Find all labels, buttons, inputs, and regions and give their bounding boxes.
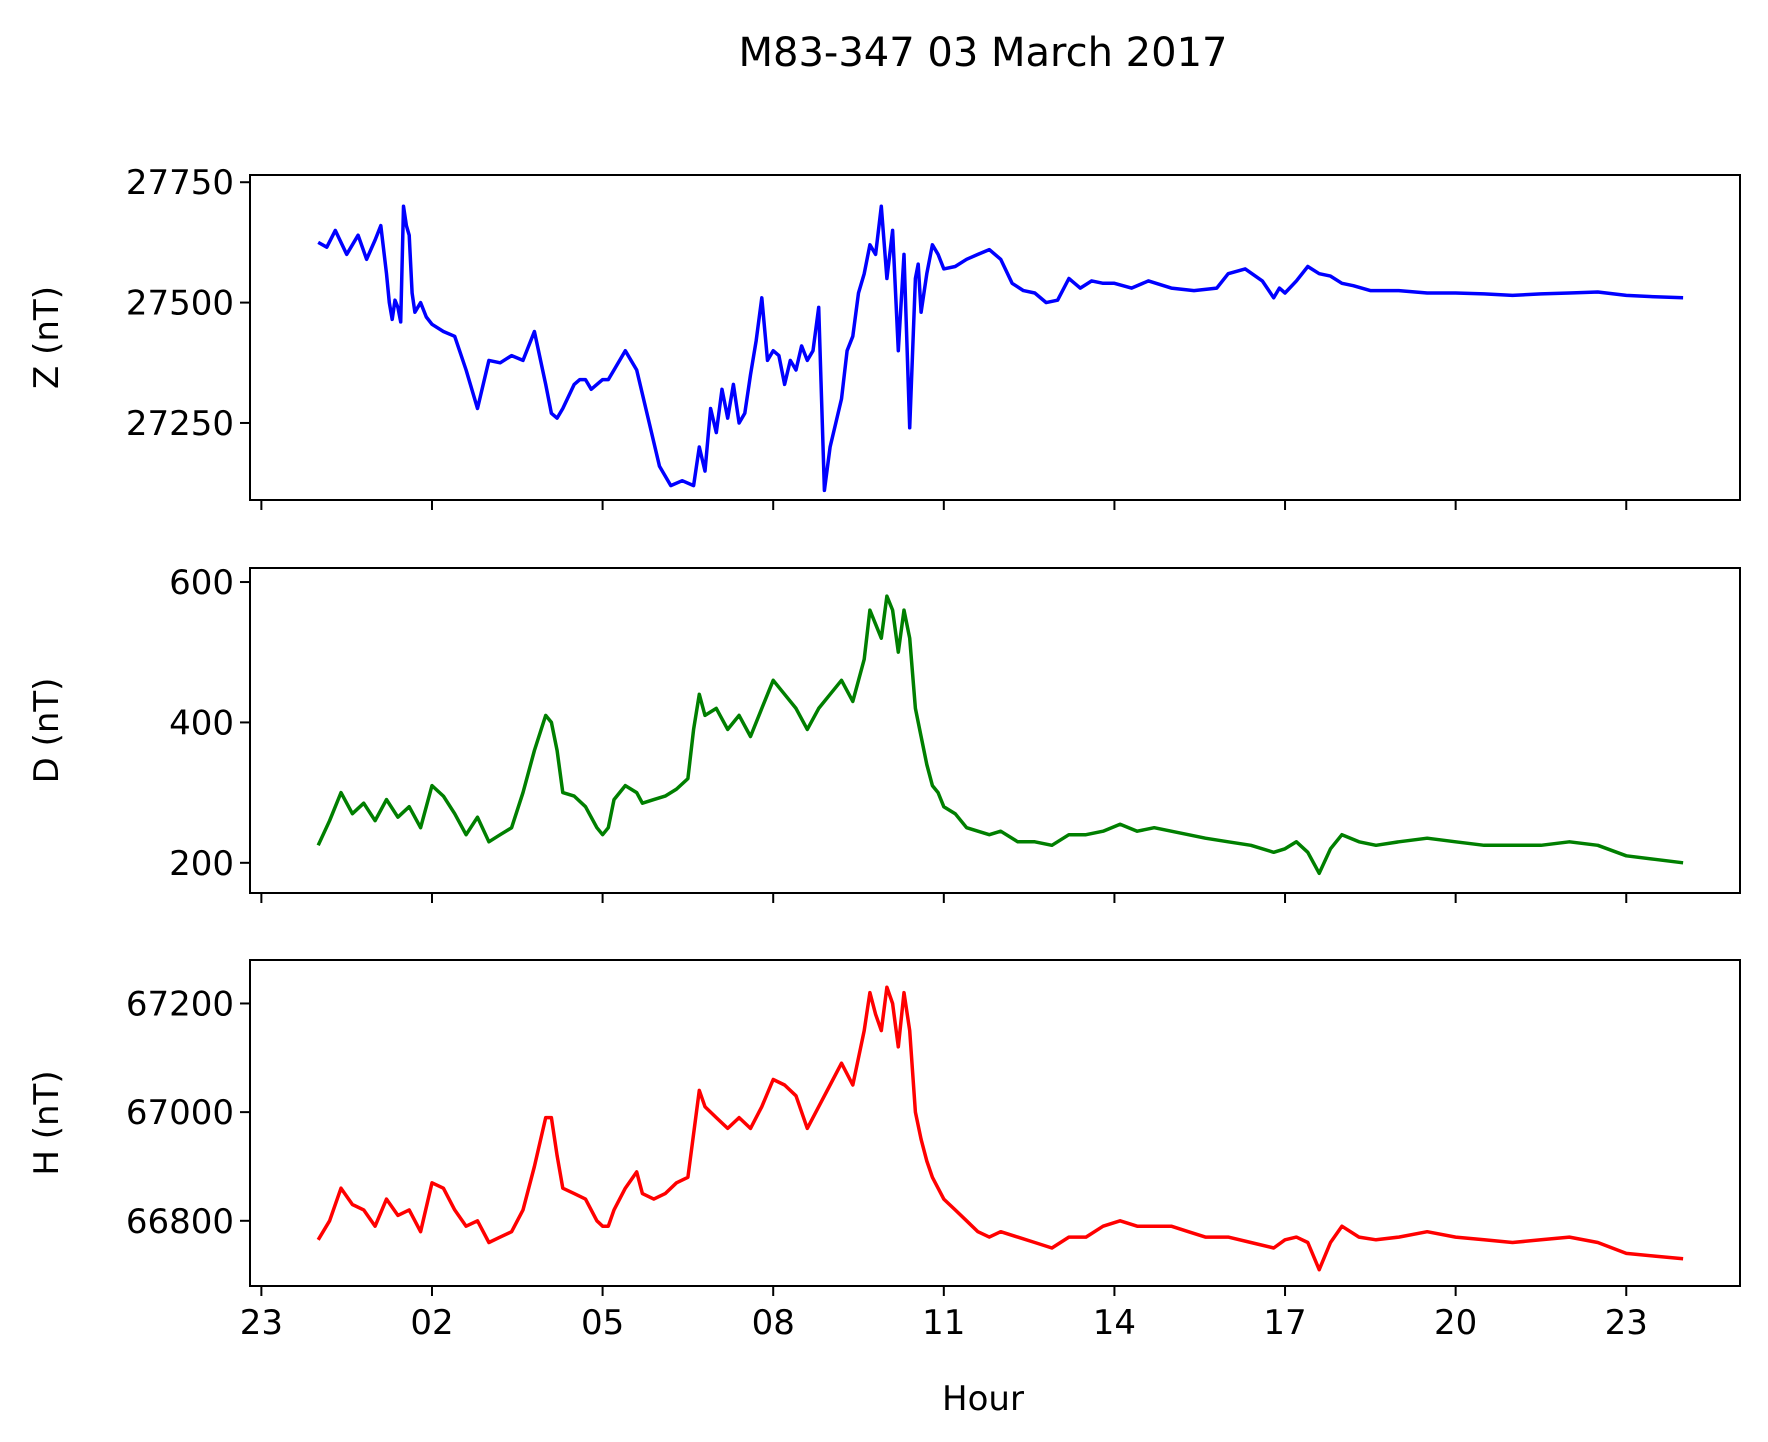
x-tick-label-5: 14 — [1093, 1303, 1136, 1343]
series-line-2 — [316, 985, 1684, 1272]
panel-1: 200 400 600 D (nT) — [27, 563, 1741, 903]
panel-2: 66800 67000 67200 23 02 05 08 11 14 17 20 23 H (nT) — [27, 959, 1741, 1343]
x-tick-label-0: 23 — [240, 1303, 283, 1343]
y-tick-label-2-1: 67000 — [126, 1093, 234, 1133]
x-tick-label-7: 20 — [1434, 1303, 1477, 1343]
y-tick-label-1-2: 600 — [169, 563, 234, 603]
x-tick-label-8: 23 — [1605, 1303, 1648, 1343]
chart-title: M83-347 03 March 2017 — [739, 30, 1228, 76]
y-tick-label-0-2: 27750 — [126, 163, 234, 203]
x-tick-label-2: 05 — [581, 1303, 624, 1343]
axes-frame-0 — [249, 174, 1741, 501]
panel-0: 27250 27500 27750 Z (nT) — [27, 163, 1741, 510]
y-axis-label-2: H (nT) — [27, 1070, 67, 1175]
y-tick-label-0-1: 27500 — [126, 284, 234, 324]
y-axis-label-1: D (nT) — [27, 678, 67, 784]
x-tick-label-1: 02 — [410, 1303, 453, 1343]
panels-group: 27250 27500 27750 Z (nT) 200 400 600 D (nT) 6680… — [27, 163, 1741, 1343]
y-tick-label-2-0: 66800 — [126, 1202, 234, 1242]
x-tick-label-6: 17 — [1263, 1303, 1306, 1343]
y-tick-label-1-0: 200 — [169, 844, 234, 884]
y-axis-label-0: Z (nT) — [27, 286, 67, 389]
y-tick-label-0-0: 27250 — [126, 404, 234, 444]
axes-frame-2 — [249, 959, 1741, 1287]
series-line-0 — [317, 204, 1684, 493]
y-tick-label-1-1: 400 — [169, 703, 234, 743]
axes-frame-1 — [249, 567, 1741, 894]
x-tick-label-3: 08 — [752, 1303, 795, 1343]
x-tick-label-4: 11 — [922, 1303, 965, 1343]
series-line-1 — [316, 594, 1684, 876]
x-axis-label: Hour — [942, 1379, 1024, 1419]
y-tick-label-2-2: 67200 — [126, 984, 234, 1024]
